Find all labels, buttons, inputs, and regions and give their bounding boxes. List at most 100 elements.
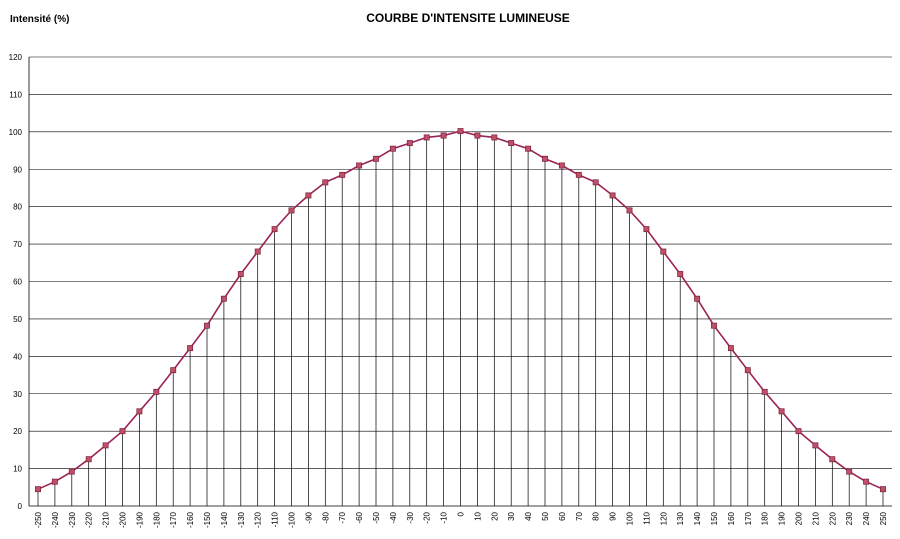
y-tick-label: 20 <box>13 427 22 436</box>
y-tick-labels: 0 10 20 30 40 50 60 70 80 90 100 110 120 <box>9 53 23 511</box>
x-tick-label: -80 <box>321 511 330 523</box>
drop-lines <box>37 131 884 506</box>
data-point <box>727 345 734 352</box>
x-tick-label: 60 <box>558 511 567 520</box>
x-tick-label: -240 <box>51 511 60 528</box>
data-point <box>102 442 109 449</box>
x-tick-label: 100 <box>626 511 635 525</box>
data-point <box>339 171 346 178</box>
x-tick-label: -20 <box>423 511 432 523</box>
x-tick-label: 110 <box>642 511 651 524</box>
chart-title: COURBE D'INTENSITE LUMINEUSE <box>366 11 570 25</box>
axes <box>28 57 892 507</box>
data-point <box>542 155 548 162</box>
data-point <box>525 145 532 152</box>
data-point <box>812 442 819 449</box>
data-markers <box>35 128 886 493</box>
data-point <box>677 271 684 277</box>
x-tick-label: -230 <box>68 511 77 528</box>
data-point <box>846 468 853 475</box>
x-tick-label: 250 <box>879 511 888 525</box>
data-point <box>508 140 515 147</box>
data-point <box>237 271 244 277</box>
data-point <box>457 128 464 135</box>
x-tick-label: 190 <box>778 511 787 525</box>
data-point <box>829 456 836 463</box>
data-point <box>288 207 295 214</box>
data-point <box>474 132 481 139</box>
x-tick-label: -100 <box>288 511 297 528</box>
data-point <box>440 132 447 139</box>
data-point <box>220 295 227 302</box>
data-point <box>305 192 312 199</box>
data-point <box>35 486 41 493</box>
x-tick-label: -70 <box>338 511 347 523</box>
x-tick-label: -110 <box>271 511 280 527</box>
y-tick-label: 0 <box>18 502 23 511</box>
data-point <box>880 486 886 493</box>
x-tick-label: -90 <box>304 511 313 523</box>
x-tick-label: -60 <box>355 511 364 523</box>
x-tick-label: 180 <box>761 511 770 525</box>
x-tick-label: -250 <box>34 511 43 528</box>
y-tick-label: 120 <box>9 53 23 62</box>
x-tick-label: -140 <box>220 511 229 528</box>
y-tick-label: 110 <box>9 90 22 99</box>
x-tick-label: 230 <box>845 511 854 525</box>
y-tick-label: 80 <box>13 203 22 212</box>
x-tick-label: 10 <box>473 511 482 520</box>
x-tick-label: 130 <box>676 511 685 525</box>
data-point <box>406 140 413 147</box>
y-axis-label: Intensité (%) <box>10 14 69 25</box>
data-point <box>322 179 329 186</box>
y-tick-label: 30 <box>13 390 22 399</box>
x-tick-label: 160 <box>727 511 736 525</box>
x-tick-label: 70 <box>575 511 584 520</box>
data-point <box>271 226 278 233</box>
data-point <box>491 134 498 141</box>
x-tick-label: -50 <box>372 511 381 523</box>
x-tick-label: -180 <box>152 511 161 528</box>
x-tick-label: 240 <box>862 511 871 525</box>
x-tick-label: 30 <box>507 511 516 520</box>
data-point <box>626 207 633 214</box>
data-point <box>153 388 160 395</box>
x-tick-label: 220 <box>828 511 837 525</box>
x-tick-label: 170 <box>744 511 753 525</box>
x-tick-label: 50 <box>541 511 550 520</box>
x-tick-label: -170 <box>169 511 178 528</box>
x-tick-label: 0 <box>457 511 466 516</box>
x-tick-label: -150 <box>203 511 212 528</box>
x-tick-label: 140 <box>693 511 702 525</box>
data-point <box>51 478 58 485</box>
data-point <box>558 162 565 169</box>
x-tick-label: -120 <box>254 511 263 528</box>
data-point <box>204 322 210 329</box>
y-tick-label: 50 <box>13 315 22 324</box>
data-point <box>170 367 177 374</box>
x-tick-label: 210 <box>811 511 820 525</box>
data-point <box>373 155 379 162</box>
data-point <box>119 428 126 435</box>
data-point <box>761 388 768 395</box>
data-point <box>660 248 667 255</box>
data-point <box>187 345 194 352</box>
data-point <box>356 162 363 169</box>
data-point <box>423 134 430 141</box>
x-tick-label: -30 <box>406 511 415 523</box>
x-tick-label: -10 <box>440 511 449 523</box>
x-tick-label: -190 <box>135 511 144 528</box>
data-point <box>863 478 870 485</box>
data-point <box>389 145 396 152</box>
x-tick-label: 200 <box>795 511 804 525</box>
data-point <box>711 322 717 329</box>
x-tick-label: 120 <box>659 511 668 525</box>
y-tick-label: 60 <box>13 278 22 287</box>
data-point <box>575 171 582 178</box>
data-point <box>795 428 802 435</box>
x-tick-label: -200 <box>119 511 128 528</box>
x-tick-label: -130 <box>237 511 246 528</box>
y-tick-label: 40 <box>13 352 22 361</box>
data-point <box>643 226 650 233</box>
